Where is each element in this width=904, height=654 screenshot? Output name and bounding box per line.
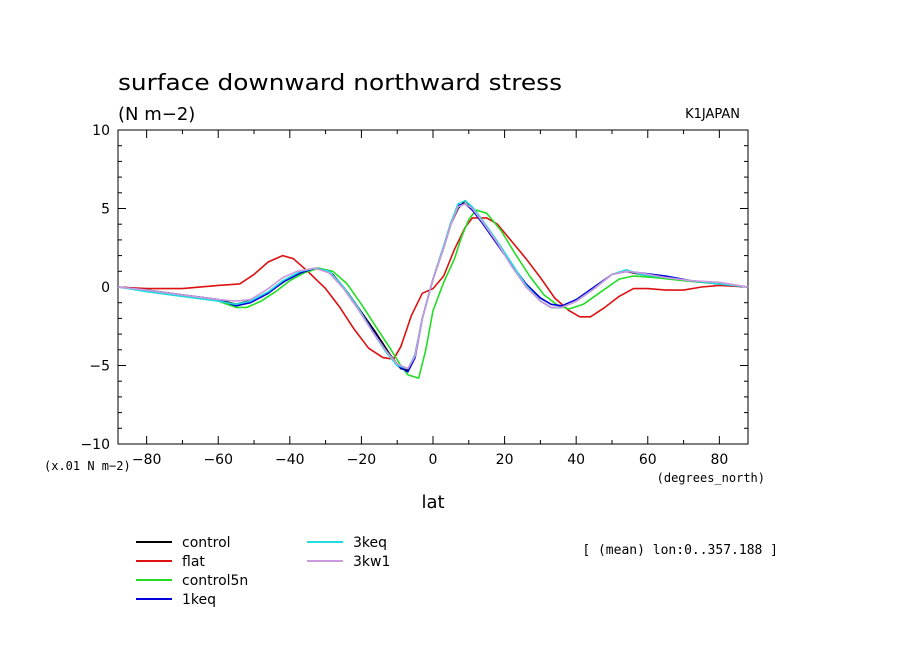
x-tick-label: −20 bbox=[347, 452, 377, 468]
legend-label: 3kw1 bbox=[353, 554, 390, 570]
axis-ticks bbox=[118, 129, 748, 445]
y-tick-label: 0 bbox=[101, 280, 110, 296]
model-label: K1JAPAN bbox=[685, 107, 740, 122]
x-tick-label: 20 bbox=[496, 452, 514, 468]
series-line-3keq bbox=[117, 199, 749, 370]
x-tick-label: 80 bbox=[710, 452, 728, 468]
y-tick-label: 5 bbox=[101, 202, 110, 218]
y-tick-label: 10 bbox=[92, 123, 110, 139]
chart-title: surface downward northward stress bbox=[118, 71, 562, 96]
mean-note: [ (mean) lon:0..357.188 ] bbox=[582, 543, 778, 558]
series-line-3kw1 bbox=[117, 203, 749, 370]
y-tick-label: −10 bbox=[80, 437, 110, 453]
x-units-label: (degrees_north) bbox=[657, 471, 765, 485]
x-tick-label: −60 bbox=[203, 452, 233, 468]
legend-label: control5n bbox=[182, 573, 248, 589]
legend-label: flat bbox=[182, 554, 205, 570]
y-tick-label: −5 bbox=[89, 359, 110, 375]
y-scale-note: (x.01 N m−2) bbox=[44, 459, 131, 473]
legend-label: 3keq bbox=[353, 535, 387, 551]
y-tick-labels: −10 −5 0 5 10 bbox=[80, 123, 110, 453]
x-tick-labels: −80 −60 −40 −20 0 20 40 60 80 bbox=[132, 452, 728, 468]
plot-frame bbox=[117, 129, 749, 445]
series-lines bbox=[117, 199, 749, 379]
x-tick-label: −80 bbox=[132, 452, 162, 468]
x-tick-label: 0 bbox=[429, 452, 438, 468]
legend: control flat control5n 1keq 3keq 3kw1 bbox=[136, 535, 390, 608]
x-tick-label: 60 bbox=[639, 452, 657, 468]
legend-label: 1keq bbox=[182, 592, 216, 608]
legend-label: control bbox=[182, 535, 231, 551]
series-line-flat bbox=[117, 217, 749, 361]
chart-subtitle: (N m−2) bbox=[118, 104, 195, 125]
x-tick-label: −40 bbox=[275, 452, 305, 468]
x-axis-label: lat bbox=[421, 492, 444, 513]
series-line-control5n bbox=[117, 209, 749, 379]
x-tick-label: 40 bbox=[567, 452, 585, 468]
